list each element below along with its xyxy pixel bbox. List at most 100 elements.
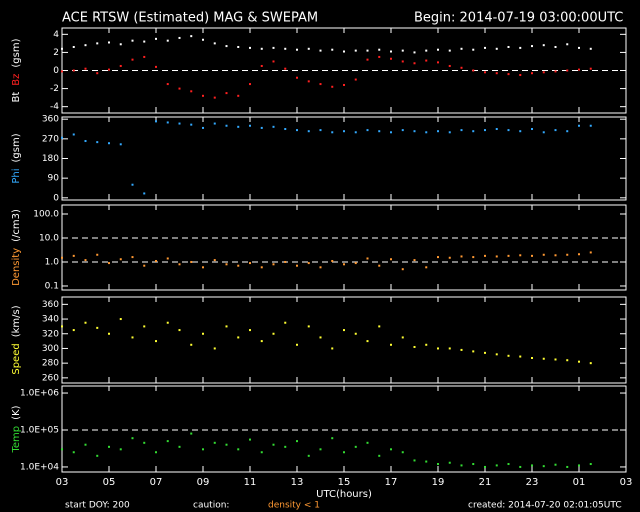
x-tick-label: 03	[56, 477, 69, 488]
data-point	[378, 55, 381, 58]
caution-note: density < 1	[268, 501, 320, 511]
data-point	[519, 74, 522, 77]
data-point	[190, 123, 193, 126]
data-point	[390, 50, 392, 53]
y-label-part: (gsm)	[11, 133, 22, 162]
data-point	[131, 336, 134, 339]
created: created: 2014-07-20 02:01:05UTC	[468, 501, 622, 511]
data-point	[354, 332, 357, 335]
data-point	[566, 69, 569, 72]
data-point	[531, 254, 533, 257]
data-point	[343, 130, 345, 133]
data-point	[460, 464, 463, 467]
data-point	[284, 128, 287, 131]
data-point	[249, 46, 251, 49]
data-point	[437, 256, 439, 259]
data-point	[307, 47, 310, 50]
data-point	[225, 443, 228, 446]
data-point	[448, 64, 451, 67]
x-tick-label: 09	[197, 477, 210, 488]
data-point	[542, 357, 545, 360]
y-label-part: (gsm)	[11, 38, 22, 67]
data-point	[531, 128, 533, 131]
data-point	[390, 131, 392, 134]
data-point	[249, 262, 251, 265]
y-tick-label: 360	[42, 300, 59, 310]
data-point	[472, 48, 475, 51]
data-point	[413, 130, 416, 133]
data-point	[366, 58, 369, 61]
data-point	[578, 46, 580, 49]
data-point	[507, 254, 510, 257]
data-point	[260, 47, 263, 50]
data-point	[108, 68, 110, 71]
data-point	[343, 50, 345, 53]
x-tick-label: 05	[103, 477, 116, 488]
data-point	[589, 463, 592, 466]
data-point	[155, 259, 157, 262]
panel-frame	[61, 204, 627, 291]
data-point	[448, 461, 451, 464]
data-point	[237, 125, 240, 128]
data-point	[96, 42, 99, 45]
data-point	[96, 141, 99, 144]
data-point	[448, 131, 451, 134]
data-point	[366, 441, 369, 444]
y-tick-label: -2	[50, 84, 59, 94]
data-point	[296, 129, 298, 132]
data-point	[554, 254, 557, 257]
y-label-part: Phi	[11, 168, 22, 183]
data-point	[108, 332, 110, 335]
data-point	[213, 441, 216, 444]
data-point	[531, 357, 533, 360]
data-point	[343, 451, 345, 454]
data-point	[96, 326, 99, 329]
data-point	[61, 256, 63, 259]
y-tick-label: -4	[50, 102, 59, 112]
data-point	[472, 350, 475, 353]
data-point	[119, 143, 122, 146]
data-point	[519, 46, 522, 49]
data-point	[237, 45, 240, 48]
data-point	[401, 129, 404, 132]
data-point	[484, 254, 486, 257]
data-point	[425, 49, 428, 52]
data-point	[272, 443, 275, 446]
y-tick-label: 4	[53, 30, 59, 40]
data-point	[166, 440, 169, 443]
data-point	[202, 38, 204, 41]
data-point	[354, 78, 357, 81]
data-point	[84, 140, 87, 143]
data-point	[237, 264, 240, 267]
data-point	[401, 49, 404, 52]
data-point	[366, 129, 369, 132]
data-point	[519, 130, 522, 133]
data-point	[166, 83, 169, 86]
data-point	[331, 347, 334, 350]
data-point	[507, 129, 510, 132]
data-point	[190, 432, 193, 435]
data-point	[566, 130, 569, 133]
data-point	[296, 76, 298, 79]
data-point	[343, 83, 345, 86]
data-point	[143, 441, 146, 444]
data-point	[284, 445, 287, 448]
y-label-part: Temp	[11, 426, 22, 454]
data-point	[319, 83, 322, 86]
data-point	[284, 47, 287, 50]
data-point	[178, 87, 181, 90]
data-point	[131, 256, 134, 259]
data-point	[472, 130, 475, 133]
data-point	[519, 465, 522, 468]
data-point	[366, 257, 369, 260]
y-tick-label: 10.0	[39, 233, 59, 243]
y-axis-label: Phi (gsm)	[11, 133, 22, 183]
data-point	[495, 255, 498, 258]
data-point	[589, 251, 592, 254]
y-tick-label: 90	[48, 174, 60, 184]
data-point	[495, 464, 498, 467]
start-doy: start DOY: 200	[65, 501, 130, 511]
data-point	[531, 45, 533, 48]
data-point	[542, 253, 545, 256]
data-point	[72, 69, 75, 72]
